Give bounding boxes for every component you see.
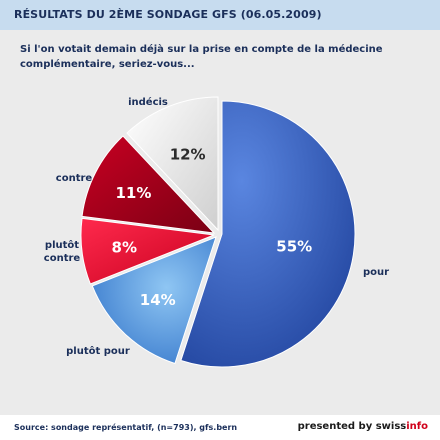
page-title: RÉSULTATS DU 2ÈME SONDAGE GFS (06.05.200… — [0, 0, 440, 30]
pie-slice-pour — [180, 100, 356, 368]
category-label-contre: contre — [56, 173, 93, 184]
brand-accent-text: info — [406, 421, 428, 432]
value-label-indecis: 12% — [170, 145, 206, 163]
category-label-plutot-contre: plutôt contre — [44, 239, 81, 264]
category-label-pour: pour — [363, 267, 389, 278]
value-label-pour: 55% — [276, 237, 312, 255]
survey-question: Si l'on votait demain déjà sur la prise … — [20, 44, 383, 70]
value-label-contre: 11% — [115, 184, 151, 202]
pie-slice-plutot-pour — [91, 236, 217, 365]
brand-logo: presented by swissinfo — [298, 421, 428, 432]
pie-slice-plutot-contre — [80, 217, 215, 285]
value-label-plutot-contre: 8% — [112, 238, 137, 256]
category-label-plutot-pour: plutôt pour — [66, 345, 130, 357]
brand-text: presented by swiss — [297, 421, 407, 432]
pie-slice-indecis — [126, 96, 219, 232]
category-label-indecis: indécis — [128, 96, 168, 108]
source-note: Source: sondage représentatif, (n=793), … — [14, 423, 238, 432]
pie-slice-contre — [81, 135, 216, 234]
value-label-plutot-pour: 14% — [140, 291, 176, 309]
